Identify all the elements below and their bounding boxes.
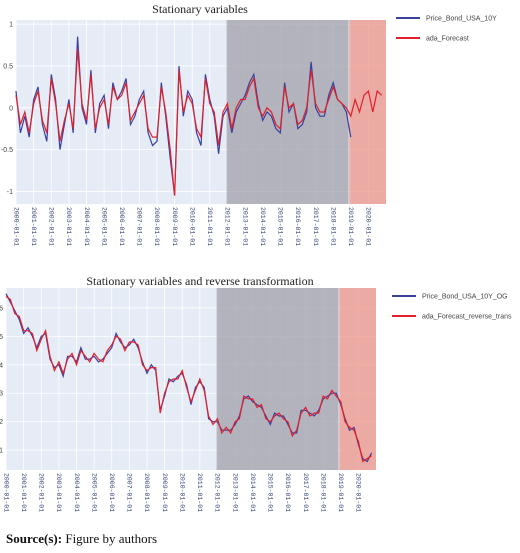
x-tick-label: 2011-01-01 xyxy=(196,473,203,512)
x-tick-label: 2010-01-01 xyxy=(179,473,186,512)
y-tick-label: -1 xyxy=(7,189,13,196)
shaded-region xyxy=(216,288,339,470)
chart-title: Stationary variables xyxy=(152,2,248,16)
x-tick-label: 2002-01-01 xyxy=(48,207,55,246)
y-tick-label: -0.5 xyxy=(1,147,13,154)
y-tick-label: 6 xyxy=(0,305,3,312)
x-tick-label: 2007-01-01 xyxy=(126,473,133,512)
x-tick-label: 2013-01-01 xyxy=(241,207,248,246)
x-tick-label: 2015-01-01 xyxy=(267,473,274,512)
source-note: Source(s): Figure by authors xyxy=(6,531,157,547)
x-tick-label: 2013-01-01 xyxy=(231,473,238,512)
series-line xyxy=(5,295,372,463)
chart-title: Stationary variables and reverse transfo… xyxy=(86,274,313,288)
y-tick-label: 3 xyxy=(0,391,3,398)
x-tick-label: 2011-01-01 xyxy=(206,207,213,246)
y-tick-label: 2 xyxy=(0,419,3,426)
x-tick-label: 2001-01-01 xyxy=(30,207,37,246)
x-tick-label: 2007-01-01 xyxy=(136,207,143,246)
y-tick-label: 5 xyxy=(0,334,3,341)
y-tick-label: 1 xyxy=(9,22,13,29)
legend-label: ada_Forecast xyxy=(426,36,469,43)
x-tick-label: 2019-01-01 xyxy=(347,207,354,246)
source-label: Source(s): xyxy=(6,531,63,546)
x-tick-label: 2000-01-01 xyxy=(2,473,9,512)
x-tick-label: 2017-01-01 xyxy=(312,207,319,246)
x-tick-label: 2009-01-01 xyxy=(171,207,178,246)
x-tick-label: 2012-01-01 xyxy=(214,473,221,512)
series-line xyxy=(15,49,383,196)
x-tick-label: 2014-01-01 xyxy=(249,473,256,512)
shaded-region xyxy=(349,20,386,204)
legend-label: Price_Bond_USA_10Y xyxy=(426,16,497,23)
legend-label: Price_Bond_USA_10Y_OG xyxy=(422,294,508,301)
y-tick-label: 1 xyxy=(0,448,3,455)
source-text: Figure by authors xyxy=(65,531,158,546)
legend-label: ada_Forecast_reverse_trans xyxy=(422,314,512,321)
x-tick-label: 2020-01-01 xyxy=(355,473,362,512)
shaded-region xyxy=(226,20,349,204)
x-tick-label: 2012-01-01 xyxy=(224,207,231,246)
figure: Stationary variables 2000-01-01 2001-01-01… xyxy=(0,2,512,512)
x-tick-label: 2010-01-01 xyxy=(189,207,196,246)
x-tick-label: 2018-01-01 xyxy=(319,473,326,512)
x-tick-label: 2014-01-01 xyxy=(259,207,266,246)
y-tick-label: 0 xyxy=(9,105,13,112)
x-tick-label: 2016-01-01 xyxy=(284,473,291,512)
x-tick-label: 2001-01-01 xyxy=(20,473,27,512)
x-tick-label: 2004-01-01 xyxy=(73,473,80,512)
y-tick-label: 0.5 xyxy=(3,64,13,71)
x-tick-label: 2008-01-01 xyxy=(153,207,160,246)
x-tick-label: 2018-01-01 xyxy=(329,207,336,246)
x-tick-label: 2002-01-01 xyxy=(38,473,45,512)
x-tick-label: 2003-01-01 xyxy=(55,473,62,512)
x-tick-label: 2006-01-01 xyxy=(108,473,115,512)
x-tick-label: 2009-01-01 xyxy=(161,473,168,512)
x-tick-label: 2019-01-01 xyxy=(337,473,344,512)
x-tick-label: 2020-01-01 xyxy=(365,207,372,246)
x-tick-label: 2000-01-01 xyxy=(12,207,19,246)
x-tick-label: 2005-01-01 xyxy=(90,473,97,512)
y-tick-label: 4 xyxy=(0,362,3,369)
x-tick-label: 2008-01-01 xyxy=(143,473,150,512)
x-tick-label: 2004-01-01 xyxy=(83,207,90,246)
x-tick-label: 2016-01-01 xyxy=(294,207,301,246)
x-tick-label: 2017-01-01 xyxy=(302,473,309,512)
x-tick-label: 2015-01-01 xyxy=(277,207,284,246)
x-tick-label: 2003-01-01 xyxy=(65,207,72,246)
x-tick-label: 2005-01-01 xyxy=(100,207,107,246)
x-tick-label: 2006-01-01 xyxy=(118,207,125,246)
